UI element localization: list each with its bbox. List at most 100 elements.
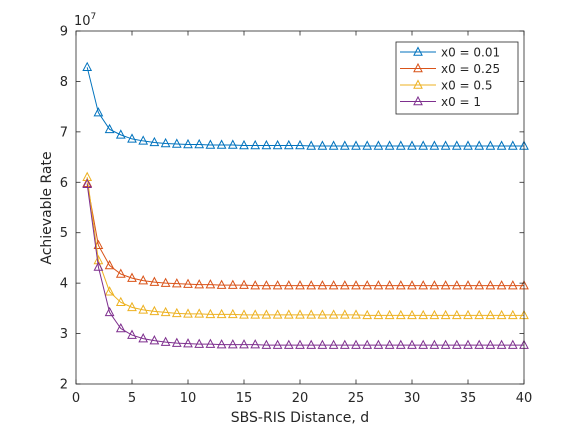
data-point (127, 133, 137, 143)
data-point (194, 308, 205, 318)
data-point (351, 140, 361, 150)
series-line (86, 184, 524, 346)
data-point (451, 280, 462, 290)
data-point (283, 280, 294, 290)
data-point (451, 309, 462, 320)
data-point (194, 338, 205, 348)
data-point (351, 309, 361, 319)
data-point (339, 339, 350, 349)
series-line (86, 177, 524, 316)
data-point (183, 138, 193, 149)
data-point (295, 309, 305, 319)
x-tick-label: 15 (236, 391, 253, 406)
legend-marker (413, 46, 423, 56)
data-point (239, 309, 249, 319)
data-point (227, 279, 238, 289)
data-point (160, 277, 171, 287)
data-point (171, 278, 182, 288)
data-point (295, 280, 305, 290)
data-point (272, 280, 283, 290)
data-point (418, 280, 429, 290)
y-tick-label: 2 (60, 378, 68, 393)
data-point (160, 306, 171, 317)
data-point (138, 275, 149, 285)
data-point (250, 139, 261, 150)
x-tick-label: 10 (180, 391, 197, 406)
data-point (474, 309, 485, 320)
legend-marker (413, 95, 423, 106)
data-point (463, 339, 473, 349)
data-point (384, 309, 395, 320)
data-point (171, 307, 182, 318)
data-point (171, 337, 182, 347)
data-point (440, 140, 451, 150)
data-point (283, 309, 294, 319)
data-point (418, 309, 429, 320)
data-point (149, 136, 160, 147)
data-point (115, 296, 126, 307)
y-axis-exponent-power: 7 (91, 12, 97, 22)
data-point (339, 309, 350, 319)
data-point (272, 339, 283, 349)
data-point (474, 140, 485, 150)
legend-item: x0 = 0.25 (400, 62, 500, 76)
series-3 (82, 171, 529, 320)
y-tick-label: 9 (60, 25, 68, 40)
data-point (227, 139, 238, 149)
data-point (418, 339, 429, 349)
ticks-layer: 0 5 10 15 20 25 30 35 40 2 3 4 5 6 7 8 9 (60, 25, 533, 407)
data-point (138, 304, 149, 314)
data-point (496, 339, 507, 349)
data-point (328, 309, 339, 319)
x-tick-label: 25 (348, 391, 365, 406)
data-point (451, 339, 462, 349)
data-point (328, 339, 339, 349)
data-point (194, 138, 205, 149)
data-point (429, 280, 440, 290)
data-point (306, 339, 317, 349)
data-point (306, 140, 317, 150)
data-point (362, 339, 373, 349)
data-point (384, 140, 395, 150)
data-point (485, 309, 496, 320)
data-point (205, 338, 216, 348)
data-point (93, 107, 104, 117)
data-point (507, 309, 518, 320)
series-4 (82, 178, 529, 349)
data-point (183, 308, 193, 318)
data-point (216, 339, 227, 349)
data-point (104, 286, 115, 296)
data-point (395, 339, 406, 349)
series-1 (82, 61, 529, 150)
legend: x0 = 0.01 x0 = 0.25 x0 = 0.5 x0 = 1 (395, 41, 519, 115)
data-point (250, 309, 261, 319)
data-point (104, 123, 115, 134)
data-point (216, 139, 227, 149)
x-tick-label: 20 (292, 391, 309, 406)
data-point (407, 339, 417, 349)
x-tick-label: 30 (404, 391, 421, 406)
data-point (82, 61, 93, 72)
y-tick-label: 7 (60, 125, 68, 140)
legend-marker (413, 62, 423, 73)
legend-label: x0 = 0.01 (441, 46, 500, 60)
data-point (250, 339, 261, 349)
data-point (261, 339, 272, 349)
data-point (485, 339, 496, 349)
data-point (373, 339, 384, 349)
x-tick-label: 40 (516, 391, 533, 406)
data-point (362, 140, 373, 150)
data-point (104, 259, 115, 270)
y-tick-label: 6 (60, 176, 68, 191)
data-point (227, 308, 238, 319)
data-point (451, 140, 462, 150)
data-point (127, 329, 137, 339)
data-point (440, 309, 451, 320)
data-point (485, 140, 496, 150)
data-point (440, 339, 451, 349)
data-point (463, 140, 473, 150)
data-point (384, 339, 395, 349)
data-point (115, 322, 126, 333)
series-layer (82, 61, 529, 349)
